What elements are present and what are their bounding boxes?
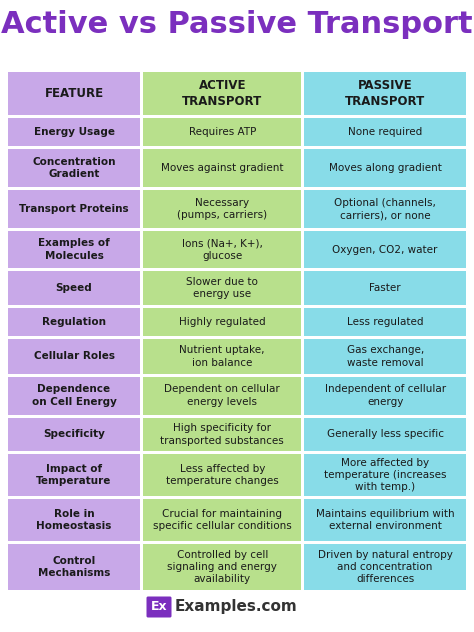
Bar (143, 72, 301, 115)
Text: Moves against gradient: Moves against gradient (161, 163, 283, 173)
Bar (143, 190, 301, 228)
Text: PASSIVE
TRANSPORT: PASSIVE TRANSPORT (345, 79, 425, 108)
Text: Cellular Roles: Cellular Roles (34, 351, 115, 362)
Bar (143, 499, 301, 541)
Bar (304, 454, 466, 496)
Bar (8, 418, 140, 451)
Text: Maintains equilibrium with
external environment: Maintains equilibrium with external envi… (316, 509, 455, 531)
Text: Transport Proteins: Transport Proteins (19, 204, 129, 214)
Bar (8, 308, 140, 336)
Text: Impact of
Temperature: Impact of Temperature (36, 464, 112, 486)
Text: Optional (channels,
carriers), or none: Optional (channels, carriers), or none (334, 198, 436, 220)
Text: Faster: Faster (369, 283, 401, 293)
Bar (8, 149, 140, 187)
Text: Less affected by
temperature changes: Less affected by temperature changes (166, 464, 279, 486)
Text: FEATURE: FEATURE (45, 87, 104, 100)
Bar (143, 231, 301, 269)
Bar (143, 454, 301, 496)
Bar (8, 339, 140, 374)
Text: Less regulated: Less regulated (347, 317, 423, 327)
Bar (8, 271, 140, 305)
Text: Gas exchange,
waste removal: Gas exchange, waste removal (346, 345, 424, 368)
Bar (304, 339, 466, 374)
Bar (8, 118, 140, 146)
Text: Nutrient uptake,
ion balance: Nutrient uptake, ion balance (180, 345, 265, 368)
Text: Controlled by cell
signaling and energy
availability: Controlled by cell signaling and energy … (167, 550, 277, 585)
Text: Slower due to
energy use: Slower due to energy use (186, 277, 258, 300)
Bar (8, 377, 140, 415)
Bar (304, 271, 466, 305)
Text: Independent of cellular
energy: Independent of cellular energy (325, 384, 446, 407)
Text: High specificity for
transported substances: High specificity for transported substan… (160, 423, 284, 446)
Text: Moves along gradient: Moves along gradient (329, 163, 442, 173)
Text: Necessary
(pumps, carriers): Necessary (pumps, carriers) (177, 198, 267, 220)
Bar (143, 149, 301, 187)
Text: Requires ATP: Requires ATP (189, 127, 256, 137)
Text: Specificity: Specificity (43, 429, 105, 439)
Text: None required: None required (348, 127, 422, 137)
FancyBboxPatch shape (146, 597, 172, 617)
Text: Dependent on cellular
energy levels: Dependent on cellular energy levels (164, 384, 280, 407)
Text: Driven by natural entropy
and concentration
differences: Driven by natural entropy and concentrat… (318, 550, 453, 585)
Text: Examples of
Molecules: Examples of Molecules (38, 238, 110, 261)
Bar (304, 190, 466, 228)
Bar (143, 377, 301, 415)
Text: Crucial for maintaining
specific cellular conditions: Crucial for maintaining specific cellula… (153, 509, 292, 531)
Bar (143, 118, 301, 146)
Text: More affected by
temperature (increases
with temp.): More affected by temperature (increases … (324, 458, 447, 492)
Text: Speed: Speed (55, 283, 92, 293)
Bar (143, 271, 301, 305)
Bar (8, 231, 140, 269)
Text: Highly regulated: Highly regulated (179, 317, 265, 327)
Bar (304, 377, 466, 415)
Text: Examples.com: Examples.com (175, 600, 298, 614)
Bar (304, 149, 466, 187)
Text: Concentration
Gradient: Concentration Gradient (32, 157, 116, 179)
Bar (304, 544, 466, 590)
Text: Regulation: Regulation (42, 317, 106, 327)
Text: Generally less specific: Generally less specific (327, 429, 444, 439)
Text: Energy Usage: Energy Usage (34, 127, 115, 137)
Bar (304, 72, 466, 115)
Bar (304, 499, 466, 541)
Text: Ions (Na+, K+),
glucose: Ions (Na+, K+), glucose (182, 238, 263, 261)
Bar (8, 190, 140, 228)
Text: Oxygen, CO2, water: Oxygen, CO2, water (332, 245, 438, 255)
Bar (304, 418, 466, 451)
Text: Control
Mechanisms: Control Mechanisms (38, 556, 110, 578)
Bar (304, 231, 466, 269)
Bar (8, 72, 140, 115)
Bar (8, 454, 140, 496)
Bar (143, 339, 301, 374)
Bar (143, 418, 301, 451)
Text: Role in
Homeostasis: Role in Homeostasis (36, 509, 112, 531)
Bar (8, 499, 140, 541)
Bar (304, 118, 466, 146)
Text: Ex: Ex (151, 600, 167, 614)
Text: ACTIVE
TRANSPORT: ACTIVE TRANSPORT (182, 79, 262, 108)
Bar (304, 308, 466, 336)
Bar (8, 544, 140, 590)
Bar (143, 308, 301, 336)
Text: Active vs Passive Transport: Active vs Passive Transport (1, 10, 473, 39)
Bar (143, 544, 301, 590)
Text: Dependence
on Cell Energy: Dependence on Cell Energy (32, 384, 117, 407)
